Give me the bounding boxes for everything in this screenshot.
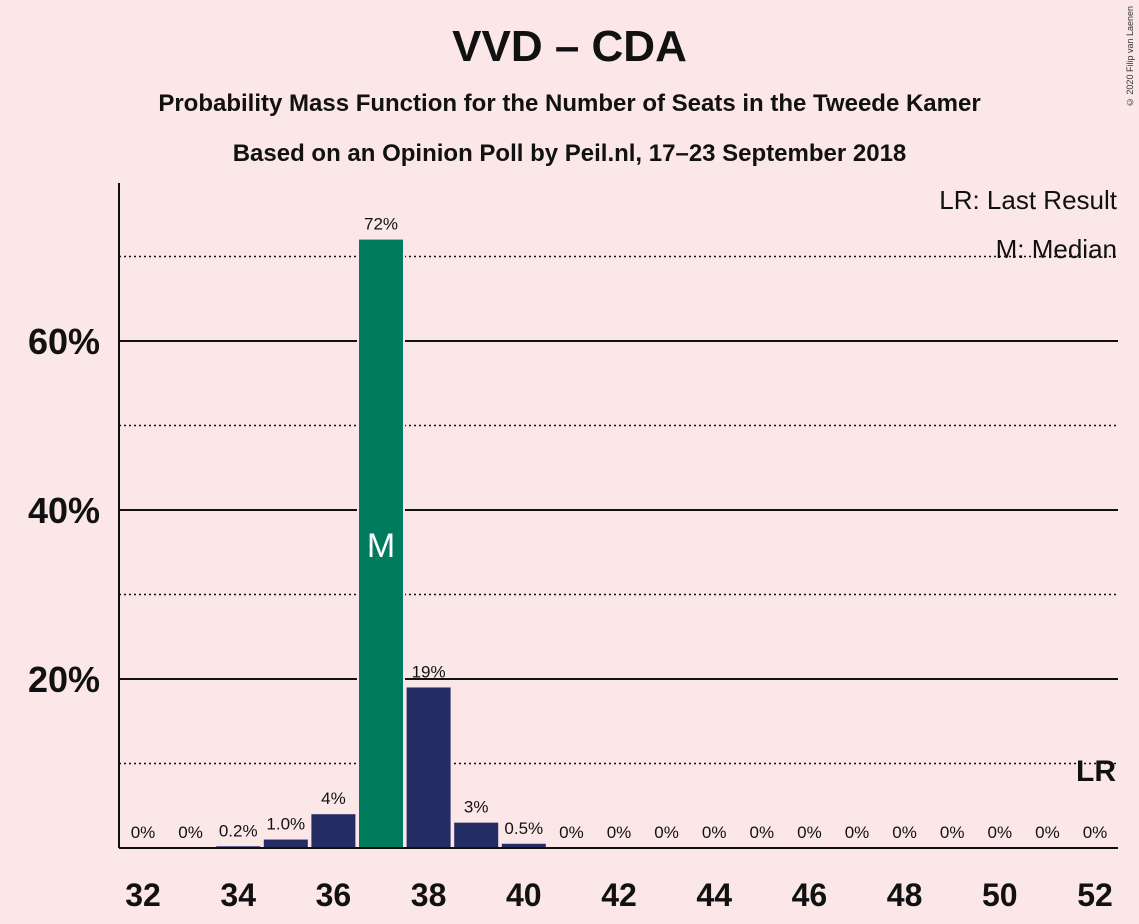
x-tick-label: 50 [982,877,1018,913]
x-tick-label: 42 [601,877,637,913]
x-tick-label: 48 [887,877,923,913]
bar-seat-40 [501,843,546,848]
data-label: 72% [364,215,398,234]
data-label: 0.2% [219,821,258,840]
chart-title: VVD – CDA [452,22,687,71]
bar-seat-37 [359,239,403,849]
x-tick-label: 52 [1077,877,1113,913]
x-tick-label: 36 [316,877,352,913]
x-tick-label: 46 [792,877,828,913]
data-label: 19% [412,662,446,681]
median-marker: M [367,527,395,565]
data-label: 0% [845,823,870,842]
y-tick-label: 20% [28,659,100,700]
x-tick-label: 34 [220,877,256,913]
data-label: 0% [750,823,775,842]
data-label: 0% [559,823,584,842]
data-label: 3% [464,798,489,817]
data-label: 0% [892,823,917,842]
data-label: 0% [1035,823,1060,842]
last-result-marker: LR [1076,755,1116,788]
bar-seat-36 [311,814,356,848]
data-label: 0% [797,823,822,842]
y-tick-label: 60% [28,321,100,362]
data-label: 1.0% [266,815,305,834]
legend-entry: M: Median [996,234,1117,264]
data-label: 0.5% [504,819,543,838]
y-tick-label: 40% [28,490,100,531]
chart-subtitle-poll: Based on an Opinion Poll by Peil.nl, 17–… [232,140,907,167]
chart-subtitle: Probability Mass Function for the Number… [158,90,981,117]
data-label: 0% [131,823,156,842]
bar-seat-39 [454,822,499,848]
legend-entry: LR: Last Result [939,185,1118,215]
data-label: 4% [321,789,346,808]
x-tick-label: 44 [696,877,732,913]
data-label: 0% [702,823,727,842]
data-label: 0% [607,823,632,842]
data-label: 0% [940,823,965,842]
data-label: 0% [178,823,203,842]
bar-seat-38 [406,687,451,848]
data-label: 0% [1083,823,1108,842]
x-tick-label: 38 [411,877,447,913]
x-tick-label: 32 [125,877,161,913]
bar-halo [214,844,263,848]
data-label: 0% [654,823,679,842]
x-tick-label: 40 [506,877,542,913]
data-label: 0% [988,823,1013,842]
bar-seat-35 [263,839,308,848]
